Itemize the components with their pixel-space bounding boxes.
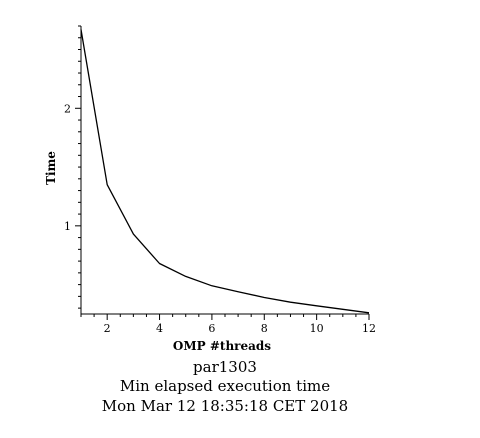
x-tick-label: 10 bbox=[310, 322, 324, 335]
caption-machine: par1303 bbox=[193, 358, 257, 376]
y-tick-label: 1 bbox=[64, 220, 71, 233]
x-axis-title: OMP #threads bbox=[173, 339, 271, 353]
y-tick-label: 2 bbox=[64, 102, 71, 115]
ticks bbox=[75, 25, 370, 320]
y-axis-title: Time bbox=[44, 151, 58, 185]
x-tick-label: 6 bbox=[208, 322, 215, 335]
caption-title: Min elapsed execution time bbox=[119, 377, 331, 395]
x-tick-label: 8 bbox=[261, 322, 268, 335]
series bbox=[80, 29, 370, 314]
caption-date: Mon Mar 12 18:35:18 CET 2018 bbox=[101, 397, 349, 415]
x-tick-label: 4 bbox=[156, 322, 163, 335]
axes bbox=[80, 26, 369, 315]
x-tick-label: 2 bbox=[104, 322, 111, 335]
x-tick-label: 12 bbox=[362, 322, 376, 335]
series-line bbox=[80, 29, 370, 314]
